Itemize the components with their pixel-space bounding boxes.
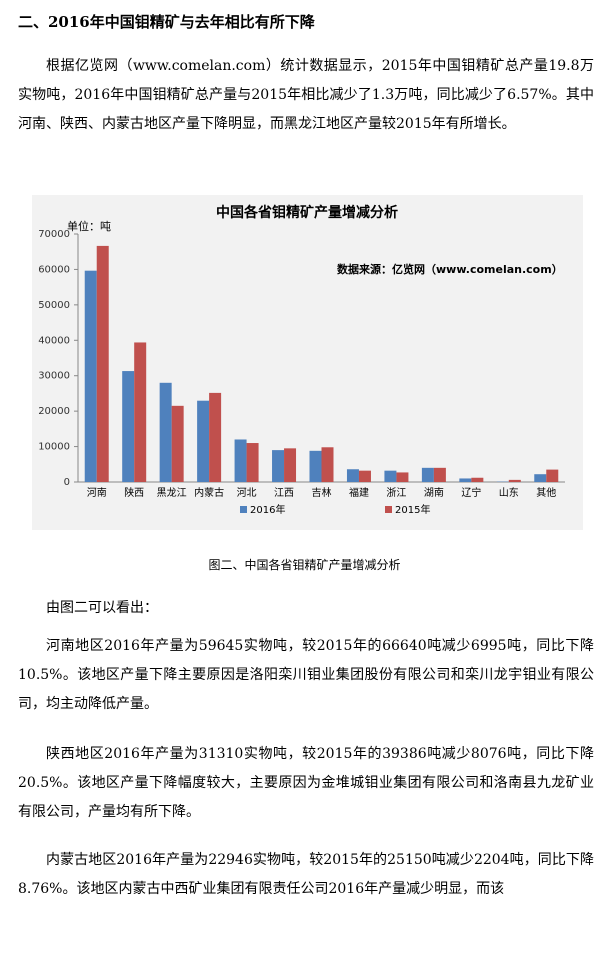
legend-label: 2016年 bbox=[250, 503, 285, 516]
x-tick-label: 其他 bbox=[536, 486, 556, 499]
chart: 中国各省钼精矿产量增减分析 单位：吨 数据来源：亿览网（www.comelan.… bbox=[32, 195, 583, 530]
x-tick-label: 辽宁 bbox=[461, 486, 481, 499]
x-tick-label: 福建 bbox=[349, 486, 369, 499]
bar bbox=[534, 474, 547, 482]
bar bbox=[96, 245, 109, 482]
y-tick-label: 60000 bbox=[38, 264, 70, 275]
paragraph: 内蒙古地区2016年产量为22946实物吨，较2015年的25150吨减少220… bbox=[18, 852, 594, 897]
source: 数据来源：亿览网（www.comelan.com） bbox=[337, 262, 563, 276]
y-tick-label: 40000 bbox=[38, 335, 70, 346]
bar bbox=[284, 448, 297, 482]
bar bbox=[433, 467, 446, 482]
y-tick-label: 20000 bbox=[38, 406, 70, 417]
x-tick-label: 吉林 bbox=[312, 486, 332, 499]
bar bbox=[384, 470, 397, 482]
bar bbox=[272, 450, 285, 482]
x-tick-label: 河北 bbox=[237, 487, 257, 499]
caption: 图二、中国各省钼精矿产量增减分析 bbox=[208, 558, 401, 572]
chart-bg bbox=[32, 195, 583, 530]
heading: 二、2016年中国钼精矿与去年相比有所下降 bbox=[18, 13, 315, 31]
x-tick-label: 黑龙江 bbox=[157, 486, 187, 499]
y-tick-label: 30000 bbox=[38, 371, 70, 382]
x-tick-label: 河南 bbox=[87, 486, 107, 499]
bar bbox=[459, 478, 472, 482]
bar bbox=[134, 342, 147, 482]
y-tick-label: 0 bbox=[64, 477, 70, 488]
bar bbox=[197, 400, 210, 482]
bar bbox=[159, 382, 172, 482]
paragraph: 陕西地区2016年产量为31310实物吨，较2015年的39386吨减少8076… bbox=[18, 746, 594, 820]
bar bbox=[396, 472, 409, 482]
bar bbox=[546, 469, 559, 482]
bar bbox=[209, 392, 222, 482]
legend-swatch bbox=[385, 506, 392, 513]
y-tick-label: 50000 bbox=[38, 300, 70, 311]
x-tick-label: 湖南 bbox=[424, 486, 444, 499]
legend-label: 2015年 bbox=[395, 503, 430, 516]
paragraph: 根据亿览网（www.comelan.com）统计数据显示，2015年中国钼精矿总… bbox=[18, 58, 594, 132]
bar bbox=[421, 467, 434, 482]
bar bbox=[246, 443, 259, 482]
bar bbox=[122, 371, 135, 482]
legend-swatch bbox=[240, 506, 247, 513]
bar bbox=[346, 469, 359, 482]
bar bbox=[84, 270, 97, 482]
x-tick-label: 陕西 bbox=[124, 486, 144, 499]
y-tick-label: 10000 bbox=[38, 442, 70, 453]
x-tick-label: 内蒙古 bbox=[194, 486, 224, 499]
bar bbox=[234, 439, 247, 482]
bar bbox=[309, 450, 322, 482]
x-tick-label: 浙江 bbox=[386, 487, 406, 499]
bar bbox=[171, 405, 184, 482]
chart-title: 中国各省钼精矿产量增减分析 bbox=[216, 204, 398, 221]
x-tick-label: 山东 bbox=[499, 486, 519, 499]
bar bbox=[471, 477, 484, 482]
bar bbox=[508, 479, 521, 482]
unit-label: 单位：吨 bbox=[67, 219, 111, 233]
y-tick-label: 70000 bbox=[38, 229, 70, 240]
x-tick-label: 江西 bbox=[274, 487, 294, 499]
paragraph: 河南地区2016年产量为59645实物吨，较2015年的66640吨减少6995… bbox=[18, 638, 594, 712]
bar bbox=[321, 447, 334, 482]
paragraph: 由图二可以看出： bbox=[46, 600, 158, 616]
bar bbox=[358, 470, 371, 482]
